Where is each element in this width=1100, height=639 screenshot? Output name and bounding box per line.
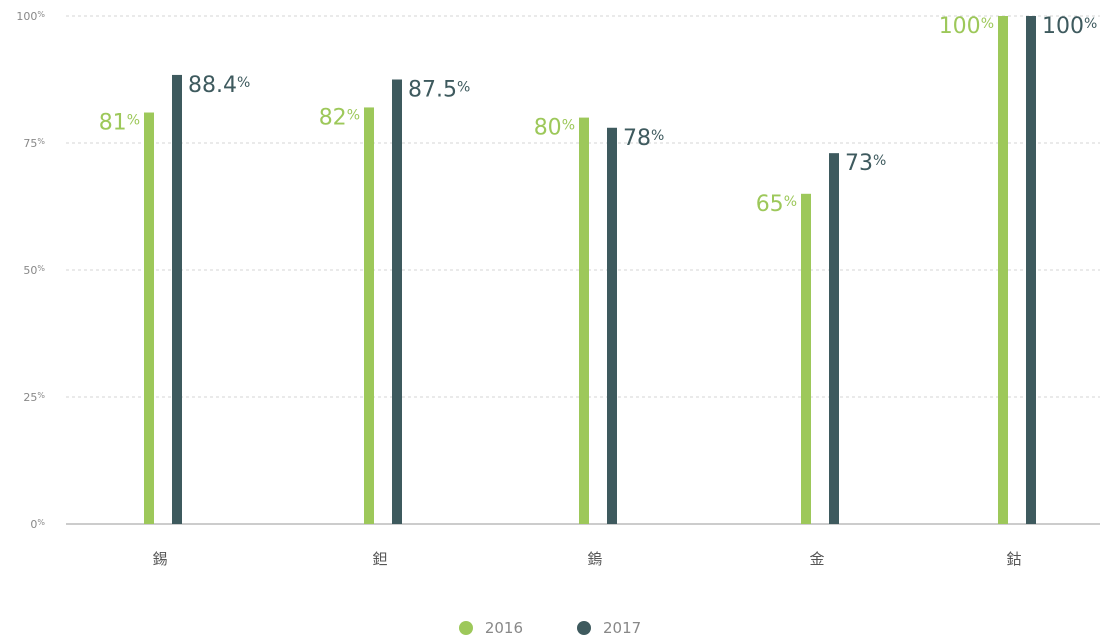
category-label: 鎢	[587, 550, 602, 568]
data-label-unit: %	[127, 113, 140, 129]
legend-item-2016: 2016	[458, 617, 523, 639]
bar-2017	[1026, 16, 1036, 524]
category-label: 鉭	[372, 550, 387, 568]
legend-marker-icon	[577, 621, 591, 635]
data-label-2016: 80%	[534, 116, 575, 141]
y-tick-label: 25%	[23, 391, 45, 404]
bar-2016	[579, 117, 589, 524]
y-tick-unit: %	[37, 391, 45, 400]
y-tick-unit: %	[37, 264, 45, 273]
legend: 2016 2017	[0, 617, 1100, 639]
data-label-unit: %	[237, 75, 250, 91]
data-label-unit: %	[784, 194, 797, 210]
data-label-unit: %	[562, 118, 575, 134]
data-label-2017: 87.5%	[408, 78, 470, 103]
y-tick-label: 50%	[23, 264, 45, 277]
bar-2017	[829, 153, 839, 524]
bar-2017	[392, 79, 402, 524]
data-label-2016: 81%	[99, 111, 140, 136]
data-label-unit: %	[651, 128, 664, 144]
data-label-2017: 88.4%	[188, 73, 250, 98]
bar-chart: 0% 25% 50% 75% 100% 錫 鉭 鎢 金 鈷 81% 88.4% 82% 87.5% 80% 7…	[16, 10, 1100, 568]
y-tick-label: 0%	[30, 518, 45, 531]
legend-item-2017: 2017	[577, 617, 641, 639]
y-tick-label: 75%	[23, 137, 45, 150]
data-label-unit: %	[457, 80, 470, 96]
data-label-2016: 82%	[319, 105, 360, 130]
data-label-unit: %	[1084, 16, 1097, 32]
data-label-2016: 100%	[939, 14, 994, 39]
legend-marker-icon	[458, 621, 473, 635]
bar-2017	[172, 74, 182, 524]
category-label: 鈷	[1006, 550, 1021, 568]
data-label-2016: 65%	[756, 192, 797, 217]
bar-2016	[144, 112, 154, 525]
data-label-2017: 78%	[623, 126, 664, 151]
legend-label: 2016	[484, 619, 523, 637]
bar-2016	[364, 107, 374, 524]
data-label-2017: 100%	[1042, 14, 1097, 39]
y-tick-unit: %	[37, 518, 45, 527]
data-label-unit: %	[873, 153, 886, 169]
y-tick-label: 100%	[16, 10, 45, 23]
bar-2016	[801, 193, 811, 525]
data-label-unit: %	[347, 107, 360, 123]
legend-label: 2017	[603, 619, 642, 637]
category-label: 錫	[152, 550, 167, 568]
y-tick-unit: %	[37, 137, 45, 146]
data-label-2017: 73%	[845, 151, 886, 176]
y-tick-unit: %	[37, 10, 45, 19]
category-label: 金	[809, 550, 824, 568]
data-label-unit: %	[981, 16, 994, 32]
bar-2017	[607, 127, 617, 524]
bar-2016	[998, 16, 1008, 524]
